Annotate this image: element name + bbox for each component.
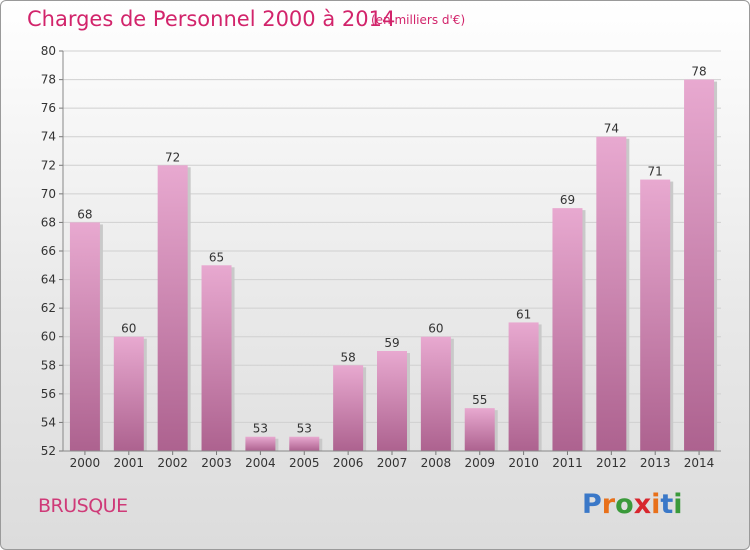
logo-letter: t — [660, 489, 674, 520]
y-tick-label: 76 — [41, 101, 56, 115]
proxiti-logo: Proxiti — [582, 489, 683, 520]
x-tick-label: 2013 — [640, 456, 671, 470]
x-tick-label: 2008 — [421, 456, 452, 470]
value-label: 60 — [121, 322, 136, 336]
y-tick-label: 70 — [41, 187, 56, 201]
x-tick-label: 2004 — [245, 456, 276, 470]
value-label: 65 — [209, 250, 224, 264]
bar-2007 — [377, 351, 407, 451]
y-tick-label: 62 — [41, 301, 56, 315]
chart-title: Charges de Personnel 2000 à 2014 — [27, 7, 396, 31]
bar-2014 — [684, 79, 715, 452]
x-tick-label: 2006 — [333, 456, 364, 470]
x-tick-label: 2011 — [552, 456, 583, 470]
x-tick-label: 2001 — [114, 456, 145, 470]
y-tick-label: 66 — [41, 244, 56, 258]
logo-letter: i — [651, 489, 661, 520]
x-tick-label: 2014 — [684, 456, 715, 470]
axes — [59, 50, 721, 455]
y-tick-label: 58 — [41, 358, 56, 372]
x-tick-label: 2005 — [289, 456, 320, 470]
bar-2013 — [640, 179, 671, 452]
x-tick-label: 2007 — [377, 456, 408, 470]
bar-2005 — [289, 436, 320, 451]
y-tick-label: 72 — [41, 158, 56, 172]
y-tick-label: 74 — [41, 130, 56, 144]
bar-2004 — [245, 436, 276, 451]
logo-letter: x — [633, 489, 652, 520]
logo-letter: o — [615, 489, 634, 520]
bar-2002 — [157, 165, 188, 452]
value-label: 78 — [691, 65, 706, 79]
x-tick-label: 2002 — [157, 456, 188, 470]
value-label: 61 — [516, 307, 531, 321]
bar-2009 — [464, 408, 495, 451]
x-tick-label: 2012 — [596, 456, 627, 470]
bars — [69, 79, 718, 452]
value-label: 59 — [384, 336, 399, 350]
logo-letter: r — [601, 489, 616, 520]
bar-2010 — [508, 322, 539, 451]
x-tick-label: 2010 — [508, 456, 539, 470]
bar-2000 — [69, 222, 100, 451]
bar-2006 — [333, 365, 364, 451]
value-label: 58 — [340, 350, 355, 364]
y-tick-label: 56 — [41, 387, 56, 401]
x-tick-label: 2009 — [464, 456, 495, 470]
value-label: 53 — [297, 422, 312, 436]
logo-letter: P — [582, 489, 602, 520]
y-tick-label: 78 — [41, 73, 56, 87]
value-label: 71 — [648, 165, 663, 179]
value-label: 74 — [604, 122, 619, 136]
x-tick-label: 2003 — [201, 456, 232, 470]
value-label: 60 — [428, 322, 443, 336]
bar-2003 — [201, 265, 232, 451]
value-label: 72 — [165, 150, 180, 164]
y-tick-label: 52 — [41, 444, 56, 458]
bar-2008 — [420, 336, 451, 451]
value-label: 55 — [472, 393, 487, 407]
value-label: 69 — [560, 193, 575, 207]
y-tick-label: 60 — [41, 330, 56, 344]
value-label: 68 — [77, 207, 92, 221]
labels: 52 54 56 58 60 62 64 66 68 70 72 74 76 78 80 68 2000 60 20… — [41, 44, 715, 470]
y-tick-label: 68 — [41, 215, 56, 229]
chart-subtitle: (en milliers d'€) — [371, 13, 466, 27]
logo-letter: i — [673, 489, 683, 520]
x-tick-label: 2000 — [70, 456, 101, 470]
bar-2011 — [552, 208, 583, 451]
y-tick-label: 80 — [41, 44, 56, 58]
bar-2001 — [113, 336, 144, 451]
y-tick-label: 64 — [41, 273, 56, 287]
commune-name: BRUSQUE — [38, 495, 128, 517]
bar-2012 — [596, 136, 627, 451]
y-tick-label: 54 — [41, 415, 56, 429]
value-label: 53 — [253, 422, 268, 436]
